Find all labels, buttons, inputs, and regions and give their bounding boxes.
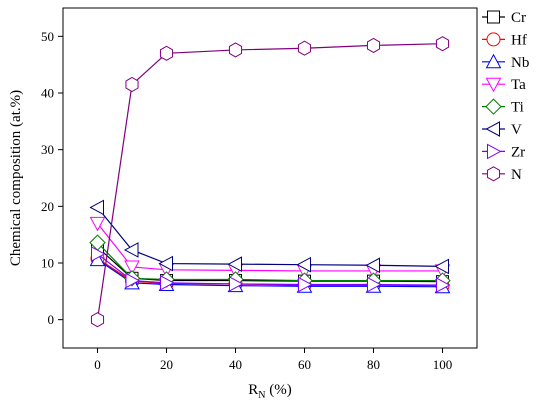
y-tick-label: 10 <box>41 256 54 271</box>
data-point-v <box>365 257 380 274</box>
data-point-zr <box>91 246 106 262</box>
series-line-ti <box>97 242 443 282</box>
data-point-n <box>435 36 450 52</box>
x-tick-label: 0 <box>94 357 101 372</box>
data-point-v <box>227 256 242 272</box>
plot-frame <box>62 7 478 349</box>
legend-label: N <box>511 167 522 183</box>
legend-item-ta: Ta <box>482 77 526 93</box>
data-point-ta <box>89 216 106 232</box>
legend-marker <box>486 166 501 182</box>
legend: Cr Hf Nb Ta Ti V Zr N <box>482 10 529 183</box>
legend-label: Cr <box>511 10 526 26</box>
data-point-n <box>159 45 174 61</box>
data-point-zr <box>160 274 175 291</box>
legend-item-cr: Cr <box>482 10 526 26</box>
y-tick-label: 40 <box>41 86 54 101</box>
y-axis-title: Chemical composition (at.%) <box>8 90 24 266</box>
x-tick-label: 60 <box>298 357 311 372</box>
data-point-v <box>434 258 449 275</box>
y-tick-label: 30 <box>41 142 54 157</box>
x-axis-title-unit: (%) <box>266 382 292 398</box>
ticks-layer: 0 20 40 60 80 100 0 10 20 30 40 50 <box>41 29 452 372</box>
x-tick-label: 40 <box>229 357 242 372</box>
legend-marker <box>485 98 502 115</box>
x-tick-label: 100 <box>433 357 453 372</box>
legend-marker <box>487 143 502 160</box>
x-axis-title-subscript: N <box>258 390 265 401</box>
legend-item-hf: Hf <box>482 32 527 48</box>
x-axis-title-main: R <box>248 382 258 398</box>
data-point-zr <box>229 276 244 292</box>
data-point-n <box>90 312 105 328</box>
legend-label: Nb <box>511 55 529 71</box>
legend-item-n: N <box>482 166 522 183</box>
series-v <box>89 199 449 275</box>
series-ta <box>89 216 451 279</box>
data-point-n <box>125 76 139 93</box>
series-nb <box>89 251 451 294</box>
data-point-n <box>297 40 312 56</box>
data-point-zr <box>298 276 313 293</box>
series-zr <box>91 246 451 293</box>
data-point-v <box>123 242 139 258</box>
legend-label: Ti <box>511 100 524 116</box>
data-point-v <box>158 255 173 272</box>
x-tick-label: 80 <box>367 357 380 372</box>
series-layer <box>89 36 451 328</box>
legend-marker <box>485 121 500 137</box>
series-line-v <box>97 207 443 267</box>
legend-label: V <box>511 122 522 138</box>
data-point-n <box>366 37 381 53</box>
data-point-v <box>296 256 311 273</box>
data-point-zr <box>367 276 382 293</box>
legend-item-ti: Ti <box>482 98 524 116</box>
data-point-v <box>89 199 104 216</box>
series-ti <box>89 234 451 289</box>
data-point-zr <box>436 277 451 293</box>
legend-item-nb: Nb <box>482 53 529 71</box>
legend-marker <box>485 77 502 93</box>
legend-marker <box>486 32 501 47</box>
legend-marker <box>487 10 500 24</box>
y-tick-label: 20 <box>41 199 54 214</box>
legend-label: Ta <box>511 77 526 93</box>
legend-item-zr: Zr <box>482 143 525 160</box>
legend-item-v: V <box>482 121 522 138</box>
legend-label: Hf <box>511 32 527 48</box>
data-point-n <box>228 42 243 58</box>
x-axis-title: RN (%) <box>248 382 292 401</box>
series-n <box>90 36 450 328</box>
legend-label: Zr <box>511 144 525 160</box>
y-tick-label: 0 <box>48 312 55 327</box>
data-point-zr <box>125 272 141 289</box>
legend-marker <box>485 53 502 69</box>
data-point-ta <box>124 260 140 276</box>
x-tick-label: 20 <box>160 357 173 372</box>
y-tick-label: 50 <box>41 29 54 44</box>
series-line-ta <box>97 222 443 272</box>
